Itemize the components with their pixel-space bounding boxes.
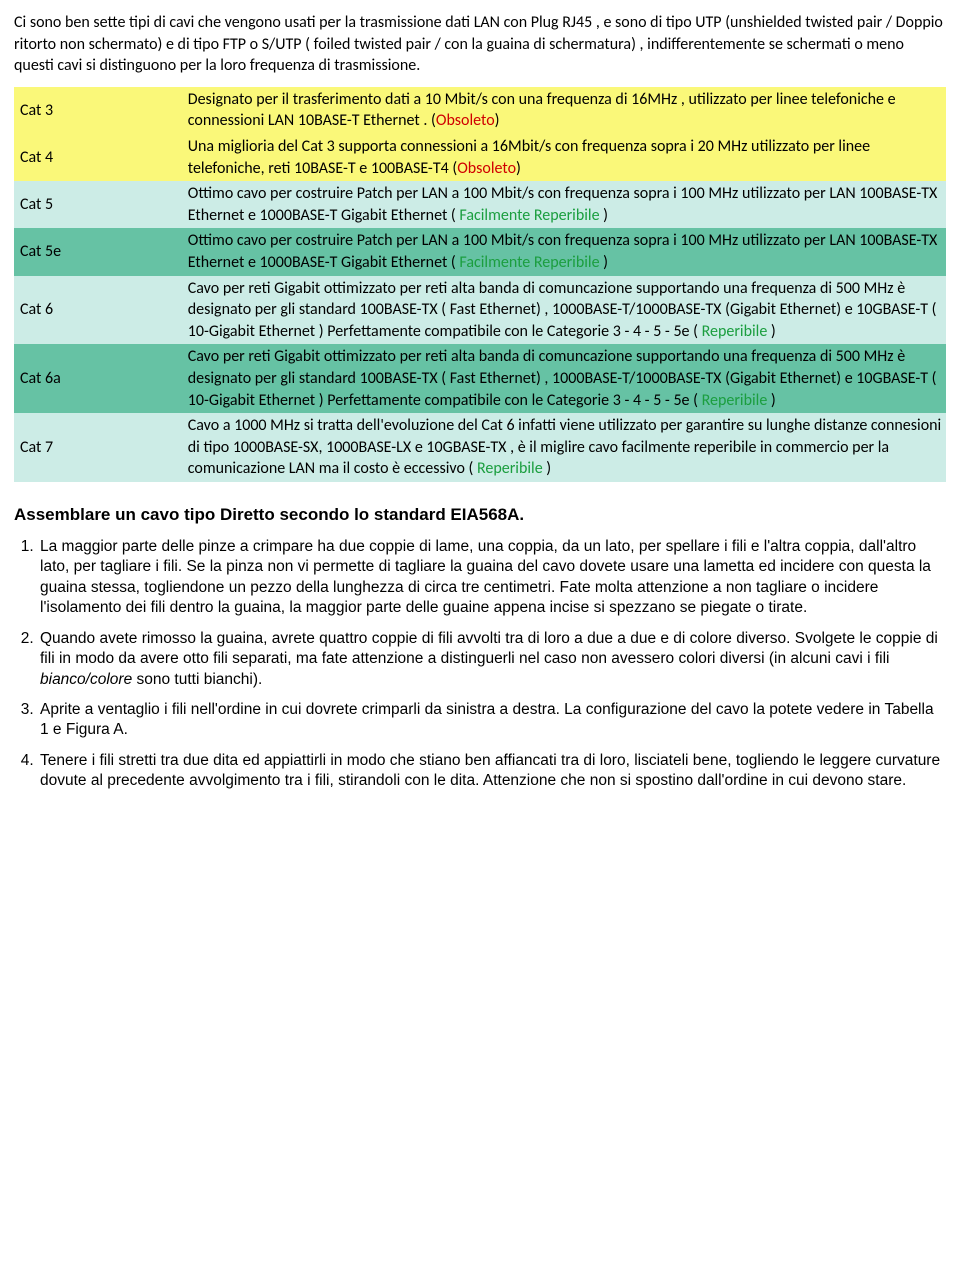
cat-desc: Ottimo cavo per costruire Patch per LAN … [182,228,946,275]
list-item: Quando avete rimosso la guaina, avrete q… [38,629,946,690]
cat-label: Cat 4 [14,134,182,181]
table-row: Cat 3 Designato per il trasferimento dat… [14,87,946,134]
status-tag: Reperibile ) [477,459,551,478]
section-title: Assemblare un cavo tipo Diretto secondo … [14,504,946,527]
status-tag: (Obsoleto) [431,111,500,130]
table-row: Cat 5e Ottimo cavo per costruire Patch p… [14,228,946,275]
assembly-steps: La maggior parte delle pinze a crimpare … [38,537,946,792]
table-row: Cat 7 Cavo a 1000 MHz si tratta dell'evo… [14,413,946,482]
list-item: Aprite a ventaglio i fili nell'ordine in… [38,700,946,741]
cat-label: Cat 5 [14,181,182,228]
status-tag: Facilmente Reperibile ) [459,206,608,225]
cat-desc: Cavo per reti Gigabit ottimizzato per re… [182,276,946,345]
cat-desc: Ottimo cavo per costruire Patch per LAN … [182,181,946,228]
status-tag: Reperibile ) [702,322,776,341]
table-row: Cat 6a Cavo per reti Gigabit ottimizzato… [14,344,946,413]
status-tag: Reperibile ) [702,391,776,410]
cat-desc: Cavo per reti Gigabit ottimizzato per re… [182,344,946,413]
cat-label: Cat 7 [14,413,182,482]
intro-paragraph: Ci sono ben sette tipi di cavi che vengo… [14,12,946,77]
cat-desc: Una miglioria del Cat 3 supporta conness… [182,134,946,181]
table-row: Cat 5 Ottimo cavo per costruire Patch pe… [14,181,946,228]
status-tag: (Obsoleto) [452,159,521,178]
cat-desc: Cavo a 1000 MHz si tratta dell'evoluzion… [182,413,946,482]
cat-label: Cat 5e [14,228,182,275]
table-row: Cat 6 Cavo per reti Gigabit ottimizzato … [14,276,946,345]
status-tag: Facilmente Reperibile ) [459,253,608,272]
cat-desc: Designato per il trasferimento dati a 10… [182,87,946,134]
cat-label: Cat 6 [14,276,182,345]
cat-label: Cat 6a [14,344,182,413]
italic-term: bianco/colore [40,671,132,688]
list-item: La maggior parte delle pinze a crimpare … [38,537,946,619]
cable-categories-table: Cat 3 Designato per il trasferimento dat… [14,87,946,482]
list-item: Tenere i fili stretti tra due dita ed ap… [38,751,946,792]
cat-label: Cat 3 [14,87,182,134]
table-row: Cat 4 Una miglioria del Cat 3 supporta c… [14,134,946,181]
